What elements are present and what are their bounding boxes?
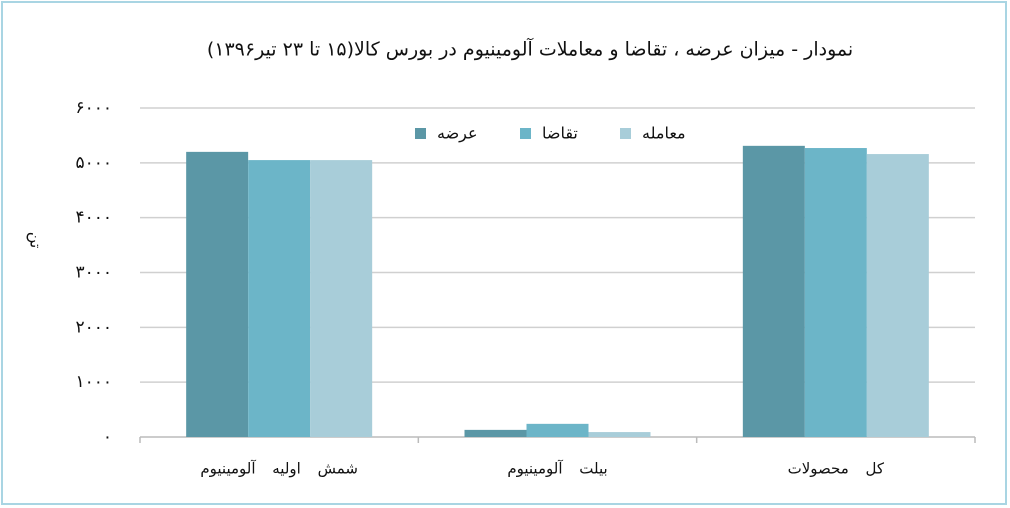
bar [526, 423, 589, 437]
y-axis-label: تن [26, 232, 46, 249]
legend-swatch [415, 128, 426, 139]
x-tick-label: کل محصولات [788, 460, 885, 478]
y-tick-label: ۵۰۰۰ [75, 153, 112, 173]
bar [248, 160, 311, 437]
bar [464, 429, 527, 437]
y-tick-label: ۶۰۰۰ [75, 98, 112, 118]
bar [804, 148, 867, 438]
bar [310, 160, 373, 437]
legend-label: عرضه [437, 124, 478, 144]
y-tick-label: ۱۰۰۰ [75, 372, 112, 392]
bar [588, 432, 651, 437]
bar [866, 154, 929, 437]
legend-label: تقاضا [542, 124, 578, 143]
legend-label: معامله [642, 124, 686, 143]
legend-swatch [620, 128, 631, 139]
y-tick-label: ٠ [103, 427, 112, 447]
y-tick-label: ۳۰۰۰ [75, 263, 112, 283]
bar [742, 145, 805, 437]
y-tick-label: ۴۰۰۰ [75, 208, 112, 228]
legend-swatch [520, 128, 531, 139]
x-tick-label: بیلت آلومینیوم [507, 460, 607, 478]
bar [186, 151, 249, 437]
y-tick-label: ۲۰۰۰ [75, 317, 112, 337]
x-tick-label: شمش اولیه آلومینیوم [200, 460, 358, 478]
chart-title: نمودار - میزان عرضه ، تقاضا و معاملات آل… [207, 37, 853, 61]
